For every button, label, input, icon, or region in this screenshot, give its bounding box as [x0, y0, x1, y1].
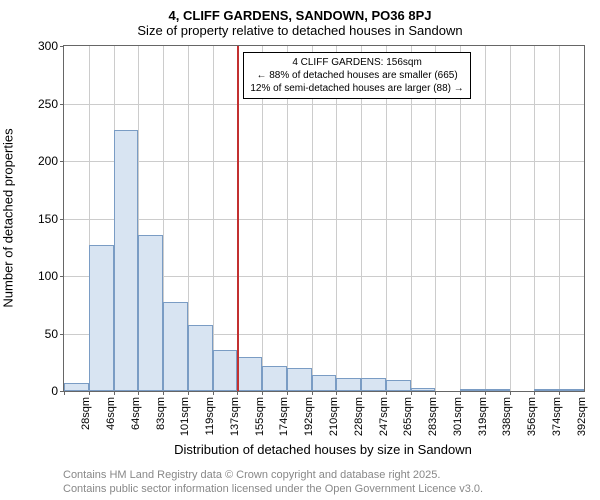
histogram-bar [559, 389, 584, 391]
x-tick-label: 28sqm [80, 397, 92, 430]
footer-attribution: Contains HM Land Registry data © Crown c… [63, 468, 483, 497]
x-tick-label: 210sqm [328, 397, 340, 436]
subtitle: Size of property relative to detached ho… [0, 23, 600, 38]
histogram-bar [262, 366, 287, 391]
histogram-bar [114, 130, 139, 391]
x-tick-label: 83sqm [155, 397, 167, 430]
x-tick-mark [336, 391, 337, 395]
reference-line [237, 46, 239, 391]
histogram-bar [411, 388, 436, 391]
x-tick-mark [312, 391, 313, 395]
histogram-bar [336, 378, 361, 391]
x-tick-label: 319sqm [477, 397, 489, 436]
x-tick-label: 374sqm [551, 397, 563, 436]
x-tick-label: 283sqm [427, 397, 439, 436]
histogram-bar [64, 383, 89, 391]
x-tick-mark [361, 391, 362, 395]
x-tick-mark [485, 391, 486, 395]
y-tick-mark [60, 334, 64, 335]
x-tick-mark [138, 391, 139, 395]
x-tick-mark [435, 391, 436, 395]
y-tick-label: 50 [45, 327, 58, 341]
x-tick-label: 338sqm [501, 397, 513, 436]
histogram-bar [312, 375, 337, 391]
y-tick-label: 200 [38, 154, 58, 168]
y-tick-label: 0 [51, 384, 58, 398]
x-tick-mark [114, 391, 115, 395]
histogram-bar [386, 380, 411, 392]
y-tick-label: 250 [38, 97, 58, 111]
footer-line2: Contains public sector information licen… [63, 482, 483, 496]
histogram-bar [138, 235, 163, 391]
gridline-h [64, 161, 584, 162]
chart-plot-area: 05010015020025030028sqm46sqm64sqm83sqm10… [63, 45, 585, 392]
histogram-bar [188, 325, 213, 391]
histogram-bar [534, 389, 559, 391]
y-tick-mark [60, 46, 64, 47]
histogram-bar [237, 357, 262, 392]
x-tick-mark [510, 391, 511, 395]
x-tick-label: 356sqm [526, 397, 538, 436]
x-tick-label: 301sqm [452, 397, 464, 436]
y-axis-label: Number of detached properties [1, 128, 16, 307]
x-tick-label: 46sqm [105, 397, 117, 430]
x-tick-label: 228sqm [353, 397, 365, 436]
x-tick-label: 119sqm [204, 397, 216, 435]
x-tick-mark [163, 391, 164, 395]
x-tick-mark [213, 391, 214, 395]
x-tick-mark [287, 391, 288, 395]
x-tick-mark [411, 391, 412, 395]
x-tick-label: 155sqm [254, 397, 266, 436]
x-tick-label: 392sqm [576, 397, 588, 436]
histogram-bar [361, 378, 386, 391]
x-tick-mark [534, 391, 535, 395]
annotation-line2: ← 88% of detached houses are smaller (66… [250, 69, 463, 82]
histogram-bar [485, 389, 510, 391]
x-tick-mark [386, 391, 387, 395]
histogram-bar [287, 368, 312, 391]
x-tick-mark [64, 391, 65, 395]
y-tick-label: 150 [38, 212, 58, 226]
page-title: 4, CLIFF GARDENS, SANDOWN, PO36 8PJ [0, 8, 600, 23]
x-tick-mark [89, 391, 90, 395]
x-tick-label: 101sqm [179, 397, 191, 436]
histogram-bar [163, 302, 188, 391]
y-tick-label: 300 [38, 39, 58, 53]
x-tick-label: 265sqm [402, 397, 414, 436]
x-tick-label: 64sqm [130, 397, 142, 430]
y-tick-mark [60, 276, 64, 277]
x-axis-label: Distribution of detached houses by size … [174, 442, 472, 457]
annotation-line1: 4 CLIFF GARDENS: 156sqm [250, 56, 463, 69]
annotation-line3: 12% of semi-detached houses are larger (… [250, 82, 463, 95]
histogram-bar [460, 389, 485, 391]
histogram-bar [89, 245, 114, 391]
x-tick-label: 247sqm [378, 397, 390, 436]
y-tick-mark [60, 161, 64, 162]
x-tick-mark [237, 391, 238, 395]
x-tick-mark [262, 391, 263, 395]
y-tick-mark [60, 104, 64, 105]
x-tick-label: 174sqm [278, 397, 290, 436]
histogram-bar [213, 350, 238, 391]
x-tick-label: 137sqm [229, 397, 241, 436]
x-tick-mark [460, 391, 461, 395]
x-tick-label: 192sqm [303, 397, 315, 436]
x-tick-mark [188, 391, 189, 395]
annotation-box: 4 CLIFF GARDENS: 156sqm← 88% of detached… [243, 52, 470, 99]
footer-line1: Contains HM Land Registry data © Crown c… [63, 468, 483, 482]
y-tick-mark [60, 219, 64, 220]
gridline-h [64, 219, 584, 220]
x-tick-mark [559, 391, 560, 395]
y-tick-label: 100 [38, 269, 58, 283]
gridline-h [64, 104, 584, 105]
